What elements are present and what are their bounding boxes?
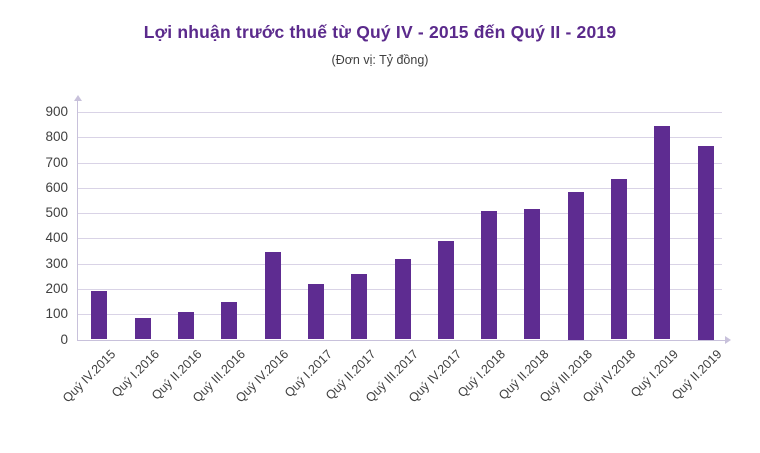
y-axis-tick-label: 800 xyxy=(45,129,68,145)
bar xyxy=(221,301,238,340)
bar xyxy=(264,252,281,340)
y-axis-tick-label: 300 xyxy=(45,255,68,271)
bar xyxy=(524,209,541,340)
bar xyxy=(307,283,324,340)
y-axis-tick-label: 0 xyxy=(60,331,68,347)
gridline xyxy=(77,162,722,164)
y-axis-line xyxy=(77,100,78,340)
y-axis-tick-label: 100 xyxy=(45,306,68,322)
bar xyxy=(134,318,151,340)
bar xyxy=(394,258,411,340)
bar xyxy=(178,311,194,340)
gridline xyxy=(77,213,722,215)
gridline xyxy=(77,112,722,113)
y-axis-tick-label: 200 xyxy=(45,280,68,296)
y-axis-tick-label: 600 xyxy=(45,179,68,195)
bar xyxy=(481,210,498,340)
x-axis-line xyxy=(77,339,725,341)
gridline xyxy=(77,137,722,139)
bar xyxy=(611,178,627,340)
bar xyxy=(437,240,454,340)
y-axis-tick-label: 400 xyxy=(45,230,68,246)
x-axis-tick-label: Quý IV.2015 xyxy=(60,347,119,406)
y-axis-tick-label: 700 xyxy=(45,154,68,170)
bar xyxy=(654,125,671,340)
y-axis-arrow-icon xyxy=(73,95,82,101)
y-axis-tick-label: 900 xyxy=(45,104,68,119)
chart-title: Lợi nhuận trước thuế từ Quý IV - 2015 đế… xyxy=(143,22,617,42)
x-axis-arrow-icon xyxy=(725,336,731,344)
chart-subtitle: (Đơn vị: Tỷ đồng) xyxy=(331,53,429,67)
bar xyxy=(91,291,108,340)
gridline xyxy=(77,187,722,189)
gridline xyxy=(77,238,722,240)
bar xyxy=(567,191,584,340)
bar xyxy=(697,146,714,340)
bar xyxy=(351,273,368,340)
y-axis-tick-label: 500 xyxy=(45,205,68,221)
